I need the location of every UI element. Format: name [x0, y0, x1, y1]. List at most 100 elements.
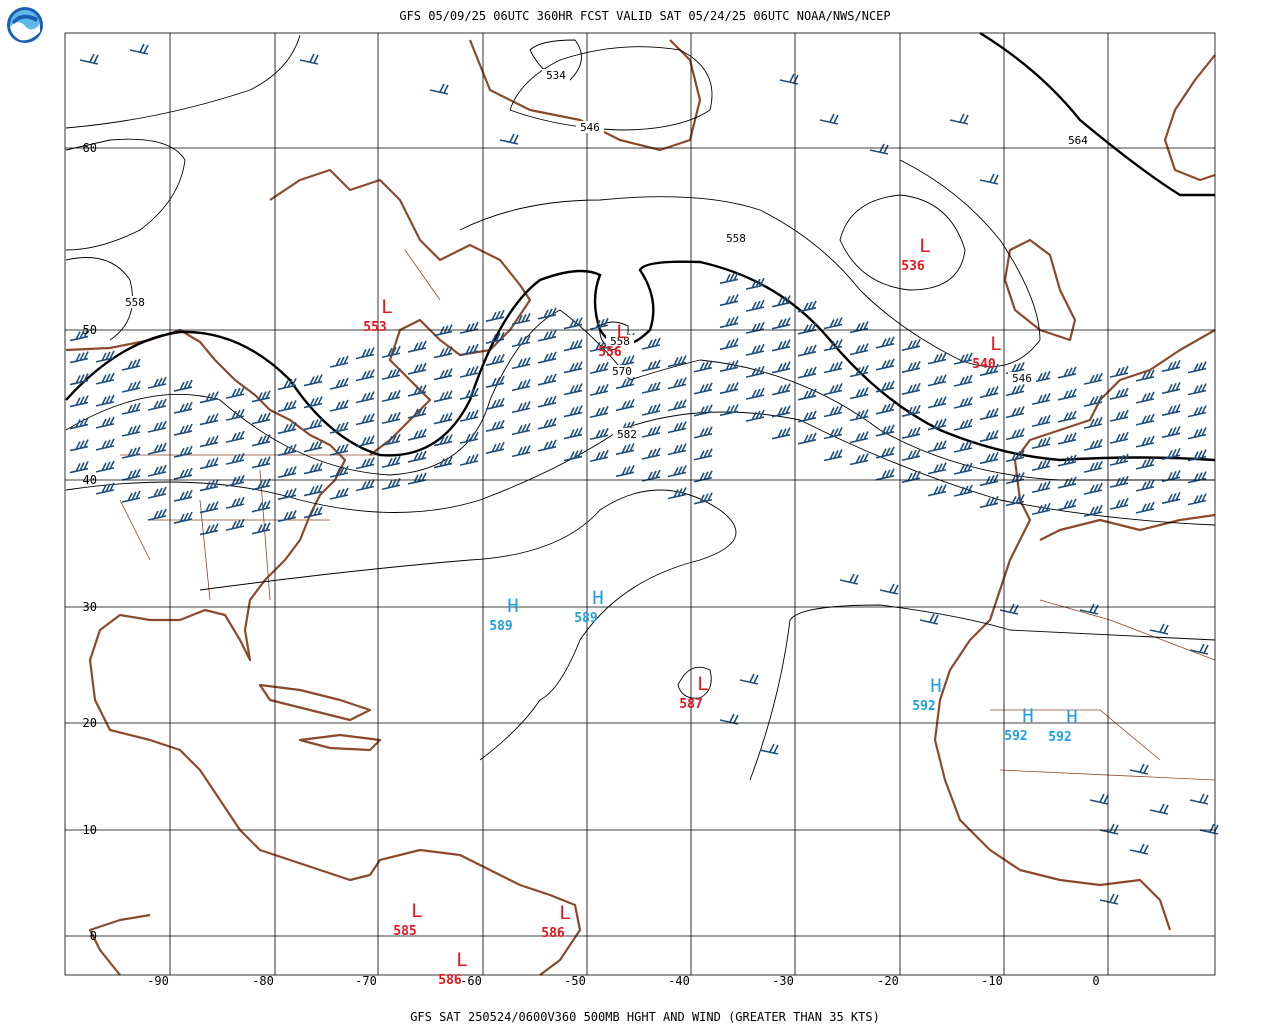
wind-barb [1187, 471, 1207, 484]
wind-barb [355, 413, 375, 426]
wind-barb [1109, 475, 1129, 488]
wind-barb [303, 506, 323, 519]
wind-barb [485, 309, 505, 322]
wind-barb [407, 472, 427, 485]
wind-barb [771, 427, 791, 440]
wind-barb [1031, 392, 1051, 406]
wind-barb [95, 416, 115, 429]
wind-barb [511, 401, 531, 414]
wind-barb [875, 358, 895, 371]
wind-barb [511, 423, 531, 436]
wind-barb [797, 366, 817, 379]
wind-barb [1057, 388, 1077, 401]
wind-barb [949, 113, 969, 125]
wind-barb [667, 377, 687, 390]
wind-barb [173, 511, 193, 524]
wind-barb [901, 338, 921, 351]
wind-barb [1005, 406, 1025, 419]
wind-barb [901, 448, 921, 461]
wind-barb [693, 426, 713, 439]
wind-barb [147, 376, 167, 389]
wind-barb [95, 482, 115, 495]
wind-barb [879, 583, 899, 595]
wind-barb [1187, 427, 1207, 440]
wind-barb [979, 385, 999, 399]
wind-barb [433, 390, 453, 403]
center-symbol: H [930, 675, 941, 697]
wind-barb [433, 368, 453, 381]
wind-barb [823, 317, 843, 330]
wind-barb [745, 299, 765, 312]
wind-barb [693, 404, 713, 417]
wind-barb [537, 439, 557, 452]
wind-barb [511, 313, 531, 326]
wind-barb [771, 295, 791, 308]
center-value: 592 [912, 699, 935, 714]
wind-barb [1109, 387, 1129, 400]
wind-barb [1109, 431, 1129, 444]
wind-barb [927, 352, 947, 365]
contour-label-bg [608, 365, 636, 377]
wind-barb [485, 375, 505, 388]
wind-barb [667, 443, 687, 456]
wind-barb [79, 53, 99, 65]
wind-barb [69, 395, 89, 408]
longitude-label: -60 [460, 974, 482, 988]
wind-barb [95, 350, 115, 363]
wind-barb [1189, 643, 1209, 655]
center-symbol: H [592, 587, 603, 609]
wind-barb [745, 387, 765, 400]
contour-label-bg [1064, 134, 1092, 146]
wind-barb [953, 352, 973, 365]
wind-barb [875, 468, 895, 481]
wind-barb [355, 347, 375, 360]
center-value: 540 [972, 357, 996, 372]
wind-barb [459, 321, 479, 334]
contour-label-bg [722, 232, 750, 244]
wind-barb [407, 428, 427, 441]
latitude-label: 0 [90, 929, 97, 943]
wind-barb [1109, 497, 1129, 510]
center-value: 589 [574, 611, 597, 626]
wind-barb [1005, 362, 1025, 375]
wind-barb [1109, 365, 1129, 378]
wind-barb [1135, 457, 1155, 470]
map-title: GFS 05/09/25 06UTC 360HR FCST VALID SAT … [399, 9, 890, 23]
wind-barb [433, 412, 453, 425]
wind-barb [1057, 454, 1077, 467]
center-value: 592 [1004, 729, 1027, 744]
wind-barb [277, 509, 297, 523]
wind-barb [277, 443, 297, 457]
wind-barb [771, 405, 791, 418]
wind-barb [1187, 493, 1207, 506]
wind-barbs [69, 43, 1219, 905]
wind-barb [953, 418, 973, 431]
center-value: 585 [393, 924, 416, 939]
political-borders [119, 249, 1216, 781]
wind-barb [381, 477, 401, 491]
wind-barb [329, 399, 349, 412]
contour-label-bg [1008, 372, 1036, 384]
wind-barb [1083, 372, 1103, 385]
wind-barb [459, 365, 479, 378]
wind-barb [849, 387, 869, 400]
wind-barb [563, 361, 583, 374]
wind-barb [251, 434, 271, 447]
center-symbol: L [559, 902, 570, 924]
center-symbol: L [381, 296, 392, 318]
wind-barb [1031, 480, 1051, 494]
wind-barb [849, 321, 869, 334]
wind-barb [1005, 472, 1025, 485]
wind-barb [693, 382, 713, 395]
wind-barb [953, 374, 973, 387]
wind-barb [1083, 438, 1103, 451]
wind-barb [1187, 449, 1207, 462]
wind-barb [1187, 383, 1207, 396]
longitude-label: -80 [252, 974, 274, 988]
wind-barb [953, 440, 973, 453]
wind-barb [1161, 403, 1181, 417]
wind-barb [199, 391, 219, 404]
wind-barb [69, 417, 89, 430]
wind-barb [615, 376, 635, 390]
